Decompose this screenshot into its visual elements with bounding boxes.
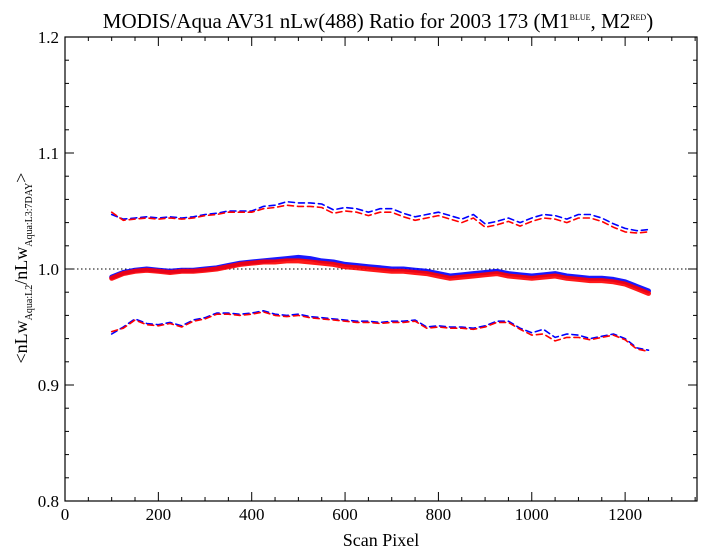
y-axis-label: <nLwAqua:L2/nLwAqua:L3:7DAY> bbox=[11, 173, 35, 364]
x-tick-label: 400 bbox=[239, 505, 265, 524]
ylabel-sub-l3: Aqua:L3:7DAY bbox=[24, 183, 35, 247]
series-line-0 bbox=[109, 254, 651, 294]
ylabel-sub-l2: Aqua:L2 bbox=[24, 285, 35, 321]
x-tick-label: 1000 bbox=[515, 505, 549, 524]
envelope-line-3 bbox=[110, 204, 650, 234]
axes: 0 200 400 600 800 1000 1200 0.8 0.9 1.0 1.1 1.2 bbox=[38, 28, 698, 524]
y-tick-label: 1.1 bbox=[38, 144, 59, 163]
chart-title: MODIS/Aqua AV31 nLw(488) Ratio for 2003 … bbox=[103, 9, 653, 33]
ylabel-open: <nLw bbox=[11, 320, 31, 363]
x-axis-label: Scan Pixel bbox=[343, 530, 420, 550]
x-tick-label: 1200 bbox=[608, 505, 642, 524]
ylabel-mid: /nLw bbox=[11, 247, 31, 285]
envelope-line-2 bbox=[110, 200, 650, 232]
y-tick-label: 1.2 bbox=[38, 28, 59, 47]
y-tick-label: 0.9 bbox=[38, 376, 59, 395]
x-tick-label: 0 bbox=[61, 505, 70, 524]
title-sup-red: RED bbox=[630, 13, 646, 22]
y-tick-label: 0.8 bbox=[38, 492, 59, 511]
series-line-1 bbox=[109, 258, 651, 296]
title-sup-blue: BLUE bbox=[570, 13, 591, 22]
x-tick-label: 600 bbox=[332, 505, 358, 524]
title-mid: , M2 bbox=[591, 9, 631, 33]
title-end: ) bbox=[646, 9, 653, 33]
plot-area bbox=[65, 200, 697, 353]
envelope-line-4 bbox=[110, 309, 650, 352]
y-tick-label: 1.0 bbox=[38, 260, 59, 279]
title-main: MODIS/Aqua AV31 nLw(488) Ratio for 2003 … bbox=[103, 9, 570, 33]
envelope-line-5 bbox=[110, 311, 650, 353]
x-tick-label: 800 bbox=[426, 505, 452, 524]
ylabel-close: > bbox=[11, 173, 31, 183]
x-tick-label: 200 bbox=[146, 505, 172, 524]
